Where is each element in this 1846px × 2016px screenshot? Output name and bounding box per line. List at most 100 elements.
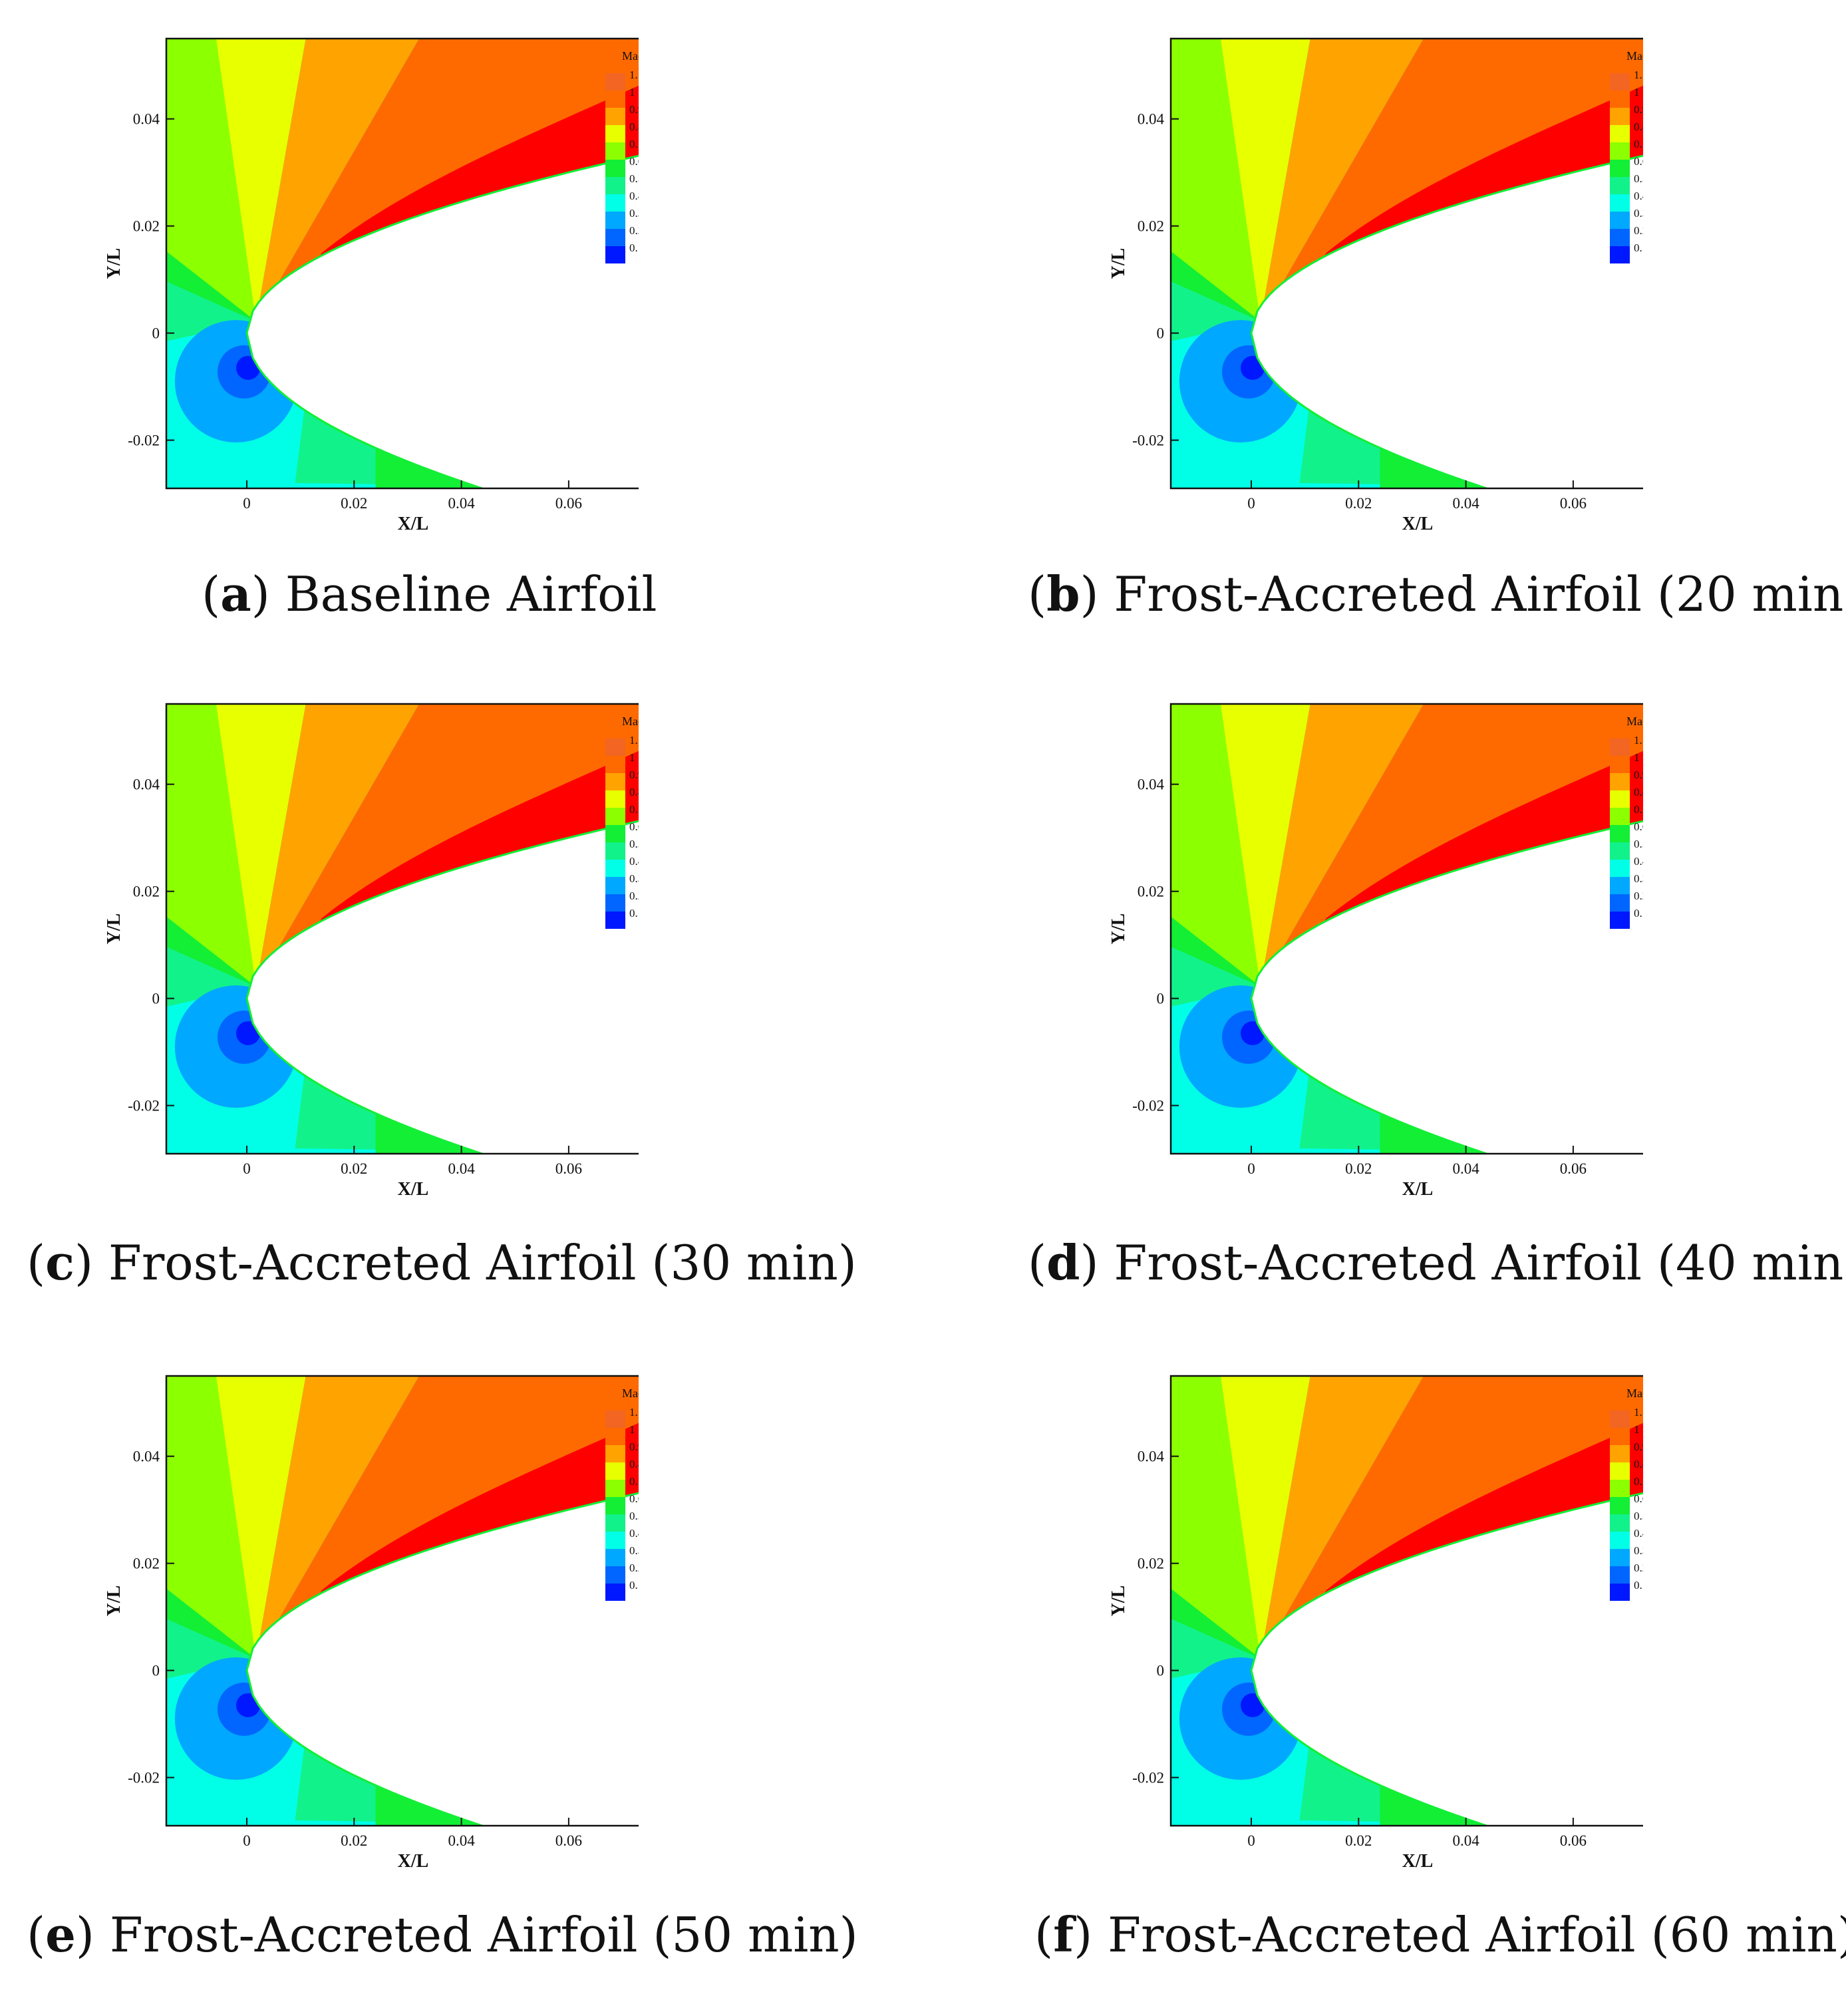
- plot-frame: [165, 1375, 639, 1827]
- legend-swatch: [605, 808, 625, 825]
- legend-swatch: [1610, 1566, 1630, 1584]
- legend-label: 0.1: [1634, 907, 1643, 920]
- y-tick-label: 0: [152, 325, 160, 342]
- mach-0.8-region: [216, 1376, 306, 1659]
- legend-label: 0.8: [1634, 120, 1643, 133]
- x-axis-title: X/L: [398, 514, 429, 532]
- airfoil-body: [1250, 820, 1643, 1154]
- legend-swatch: [605, 1411, 625, 1428]
- legend-swatch: [1610, 877, 1630, 894]
- legend-label: 0.7: [629, 138, 639, 150]
- legend-label: 0.2: [1634, 1562, 1643, 1574]
- panel-letter: e: [45, 1906, 76, 1963]
- airfoil-body: [245, 1492, 639, 1826]
- y-tick-label: 0.02: [133, 884, 160, 900]
- legend-label: 0.8: [629, 786, 639, 798]
- legend-title: Mach: [622, 1387, 639, 1400]
- y-tick-label: 0.02: [1138, 884, 1164, 900]
- legend-label: 0.6: [629, 155, 639, 168]
- legend-swatch: [1610, 842, 1630, 860]
- legend-swatch: [605, 1445, 625, 1462]
- y-tick-label: -0.02: [128, 1098, 160, 1114]
- legend-swatch: [605, 229, 625, 246]
- legend-label: 0.6: [1634, 820, 1643, 833]
- y-tick-label: 0: [1157, 1663, 1165, 1679]
- legend-label: 0.7: [629, 803, 639, 816]
- legend-title: Mach: [1626, 1387, 1643, 1400]
- x-tick-label: 0.02: [1345, 495, 1372, 512]
- contour-field: [166, 704, 639, 1154]
- legend-label: 0.5: [629, 172, 639, 185]
- mach-1.1-region: [1315, 85, 1643, 269]
- x-tick-label: 0.04: [1452, 495, 1479, 512]
- panel-letter: a: [220, 566, 251, 622]
- legend-label: 0.5: [1634, 838, 1643, 850]
- x-tick-label: 0: [1247, 1160, 1255, 1177]
- panel-caption-c: (c) Frost-Accreted Airfoil (30 min): [27, 1234, 857, 1291]
- legend-swatch: [605, 246, 625, 263]
- legend-swatch: [1610, 825, 1630, 842]
- legend-label: 0.7: [1634, 138, 1643, 150]
- legend-swatch: [605, 108, 625, 125]
- panel-letter: c: [45, 1234, 75, 1291]
- y-axis-title: Y/L: [1108, 1586, 1129, 1617]
- legend-swatch: [1610, 912, 1630, 929]
- legend-label: 1.1: [1634, 69, 1643, 81]
- legend-label: 1: [1634, 751, 1640, 764]
- legend-label: 0.9: [1634, 1440, 1643, 1453]
- x-tick-label: 0.02: [1345, 1832, 1372, 1849]
- legend-swatch: [605, 842, 625, 860]
- mach-0.5-region: [1171, 1618, 1261, 1679]
- y-tick-label: 0.04: [133, 111, 160, 128]
- y-axis-title: Y/L: [104, 914, 124, 945]
- mach-legend: Mach 1.1 1 0.9 0.8 0.7 0.6 0.5 0.4 0.3 0.2 0.1: [605, 49, 639, 263]
- legend-label: 0.6: [1634, 1492, 1643, 1505]
- panel-caption-f: (f) Frost-Accreted Airfoil (60 min): [1034, 1906, 1846, 1963]
- y-tick-label: -0.02: [1132, 1098, 1164, 1114]
- legend-swatch: [605, 1549, 625, 1566]
- legend-swatch: [605, 739, 625, 756]
- legend-label: 0.2: [1634, 224, 1643, 237]
- legend-swatch: [605, 1566, 625, 1584]
- legend-label: 1.1: [629, 1406, 639, 1419]
- legend-label: 0.3: [629, 207, 639, 220]
- legend-label: 0.2: [629, 224, 639, 237]
- legend-swatch: [605, 877, 625, 894]
- mach-0.8-region: [1220, 1376, 1310, 1659]
- legend-label: 0.1: [1634, 242, 1643, 254]
- x-axis-title: X/L: [1402, 514, 1434, 532]
- mach-0.9-region: [1260, 39, 1424, 321]
- legend-label: 1.1: [1634, 1406, 1643, 1419]
- y-axis-title: Y/L: [104, 248, 124, 279]
- legend-label: 0.2: [1634, 890, 1643, 902]
- legend-swatch: [605, 73, 625, 90]
- x-tick-label: 0.04: [1452, 1160, 1479, 1177]
- x-tick-label: 0: [243, 1832, 251, 1849]
- legend-label: 0.7: [1634, 1475, 1643, 1488]
- x-axis-title: X/L: [1402, 1851, 1434, 1870]
- legend-swatch: [1610, 229, 1630, 246]
- x-tick-label: 0.06: [1560, 1160, 1587, 1177]
- y-tick-label: 0.04: [1138, 1448, 1165, 1465]
- legend-swatch: [605, 177, 625, 194]
- mach-0.7-region: [166, 39, 256, 321]
- legend-swatch: [1610, 177, 1630, 194]
- airfoil-body: [245, 154, 639, 488]
- legend-swatch: [605, 756, 625, 773]
- legend-swatch: [605, 790, 625, 808]
- caption-text: Frost-Accreted Airfoil (40 min): [1114, 1235, 1846, 1291]
- mach-legend: Mach 1.1 1 0.9 0.8 0.7 0.6 0.5 0.4 0.3 0.2 0.1: [605, 1387, 639, 1601]
- x-tick-label: 0.06: [1560, 495, 1587, 512]
- caption-text: Frost-Accreted Airfoil (50 min): [109, 1907, 858, 1963]
- y-axis-title: Y/L: [104, 1586, 124, 1617]
- y-tick-label: 0: [1157, 325, 1165, 342]
- y-tick-label: 0.04: [133, 776, 160, 793]
- x-tick-label: 0.06: [1560, 1832, 1587, 1849]
- legend-swatch: [1610, 125, 1630, 142]
- legend-label: 1: [1634, 86, 1640, 98]
- mach-0.5-region: [166, 946, 256, 1007]
- mach-0.8-region: [1220, 704, 1310, 987]
- legend-label: 0.6: [629, 820, 639, 833]
- legend-swatch: [605, 1532, 625, 1549]
- contour-field: [166, 1376, 639, 1826]
